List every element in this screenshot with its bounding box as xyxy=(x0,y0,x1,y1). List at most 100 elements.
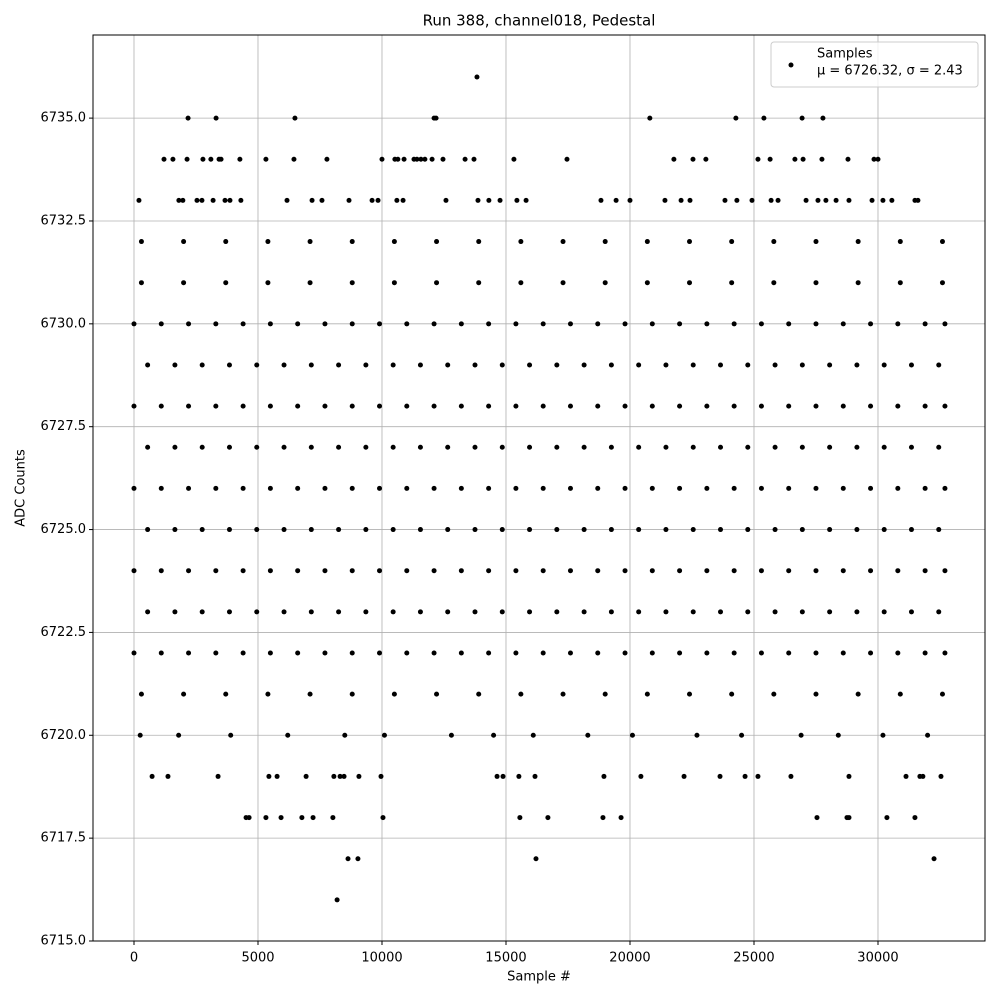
point xyxy=(939,691,945,697)
point xyxy=(400,197,406,203)
point xyxy=(448,732,454,738)
point xyxy=(136,197,142,203)
point xyxy=(131,650,137,656)
point xyxy=(476,239,482,245)
point xyxy=(772,527,778,533)
point xyxy=(267,485,273,491)
point xyxy=(820,115,826,121)
point xyxy=(237,156,243,162)
point xyxy=(131,568,137,574)
point xyxy=(404,485,410,491)
y-tick-label: 6715.0 xyxy=(41,934,87,949)
point xyxy=(908,444,914,450)
point xyxy=(813,239,819,245)
point xyxy=(431,321,437,327)
point xyxy=(158,485,164,491)
point xyxy=(210,197,216,203)
point xyxy=(149,773,155,779)
point xyxy=(523,197,529,203)
point xyxy=(813,650,819,656)
point xyxy=(745,609,751,615)
point xyxy=(690,156,696,162)
point xyxy=(172,609,178,615)
point xyxy=(540,568,546,574)
point xyxy=(181,280,187,286)
x-tick-label: 20000 xyxy=(609,951,650,966)
point xyxy=(303,773,309,779)
point xyxy=(636,609,642,615)
legend-marker xyxy=(788,62,794,68)
point xyxy=(554,609,560,615)
point xyxy=(786,485,792,491)
point xyxy=(908,527,914,533)
point xyxy=(827,527,833,533)
point xyxy=(254,444,260,450)
point xyxy=(284,197,290,203)
point xyxy=(445,444,451,450)
point xyxy=(254,362,260,368)
point xyxy=(472,444,478,450)
point xyxy=(627,197,633,203)
point xyxy=(884,815,890,821)
point xyxy=(608,444,614,450)
point xyxy=(263,156,269,162)
point xyxy=(663,362,669,368)
point xyxy=(854,362,860,368)
point xyxy=(404,568,410,574)
point xyxy=(516,773,522,779)
point xyxy=(846,773,852,779)
point xyxy=(749,197,755,203)
point xyxy=(739,732,745,738)
point xyxy=(486,197,492,203)
point xyxy=(677,321,683,327)
point xyxy=(513,485,519,491)
point xyxy=(827,444,833,450)
point xyxy=(417,527,423,533)
point xyxy=(602,691,608,697)
point xyxy=(942,568,948,574)
point xyxy=(434,691,440,697)
point xyxy=(799,527,805,533)
point xyxy=(813,403,819,409)
point xyxy=(138,239,144,245)
point xyxy=(434,280,440,286)
point xyxy=(330,815,336,821)
point xyxy=(813,485,819,491)
point xyxy=(868,321,874,327)
point xyxy=(799,444,805,450)
point xyxy=(564,156,570,162)
point xyxy=(254,609,260,615)
point xyxy=(458,568,464,574)
point xyxy=(758,650,764,656)
point xyxy=(868,650,874,656)
point xyxy=(322,568,328,574)
point xyxy=(908,609,914,615)
point xyxy=(431,650,437,656)
point xyxy=(308,609,314,615)
point xyxy=(172,444,178,450)
point xyxy=(936,527,942,533)
point xyxy=(281,444,287,450)
x-tick-label: 30000 xyxy=(857,951,898,966)
point xyxy=(336,444,342,450)
legend-note: μ = 6726.32, σ = 2.43 xyxy=(817,64,963,79)
point xyxy=(131,485,137,491)
point xyxy=(345,856,351,862)
point xyxy=(687,197,693,203)
point xyxy=(462,156,468,162)
point xyxy=(644,691,650,697)
point xyxy=(486,568,492,574)
point xyxy=(786,321,792,327)
point xyxy=(285,732,291,738)
point xyxy=(145,362,151,368)
point xyxy=(199,527,205,533)
point xyxy=(644,280,650,286)
x-tick-label: 0 xyxy=(130,951,138,966)
point xyxy=(649,485,655,491)
point xyxy=(186,650,192,656)
point xyxy=(180,197,186,203)
point xyxy=(840,403,846,409)
point xyxy=(445,362,451,368)
point xyxy=(939,239,945,245)
y-tick-label: 6732.5 xyxy=(41,213,87,228)
